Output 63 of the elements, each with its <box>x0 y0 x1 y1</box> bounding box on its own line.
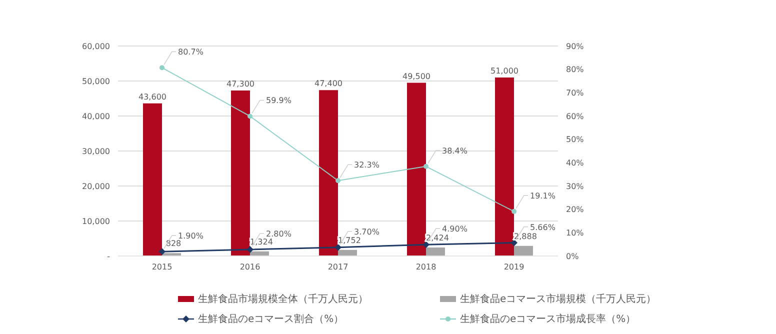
y2-tick-label: 90% <box>566 42 584 51</box>
y2-tick-label: 70% <box>566 88 584 98</box>
point <box>334 244 342 251</box>
legend-label: 生鮮食品市場規模全体（千万人民元） <box>198 292 368 306</box>
point <box>248 114 252 119</box>
y-tick-label: 60,000 <box>82 42 110 51</box>
bar <box>319 90 338 256</box>
data-label: 2,424 <box>426 234 449 243</box>
data-label: 3.70% <box>354 227 380 236</box>
data-label: 1,752 <box>338 236 361 245</box>
y-tick-label: - <box>107 252 110 261</box>
y-tick-label: 20,000 <box>82 182 110 191</box>
point <box>512 208 516 214</box>
point <box>424 164 428 169</box>
y2-tick-label: 10% <box>566 228 584 238</box>
data-label: 4.90% <box>442 224 468 234</box>
bar <box>514 246 533 256</box>
x-tick-label: 2018 <box>416 262 436 272</box>
y-tick-label: 30,000 <box>82 146 110 156</box>
data-label: 43,600 <box>138 92 166 102</box>
point <box>158 248 166 256</box>
y2-tick-label: 50% <box>566 135 584 144</box>
bar <box>426 248 445 256</box>
y-tick-label: 40,000 <box>82 112 110 121</box>
legend-label: 生鮮食品のeコマース市場成長率（%） <box>460 312 636 326</box>
data-label: 49,500 <box>402 72 430 81</box>
data-label: 59.9% <box>266 96 292 106</box>
bar <box>407 82 426 256</box>
point <box>422 241 430 248</box>
y2-tick-label: 0% <box>566 252 580 261</box>
legend-label: 生鮮食品のeコマース割合（%） <box>198 312 344 326</box>
x-tick-label: 2017 <box>328 262 348 272</box>
data-label: 47,400 <box>314 79 342 88</box>
data-label: 38.4% <box>442 146 468 156</box>
y-tick-label: 10,000 <box>82 216 110 226</box>
y2-tick-label: 80% <box>566 65 584 74</box>
data-label: 2,888 <box>514 232 537 241</box>
point <box>160 65 164 70</box>
data-label: 5.66% <box>530 222 556 232</box>
data-label: 51,000 <box>490 66 518 76</box>
x-tick-label: 2019 <box>504 262 524 272</box>
point <box>336 178 340 184</box>
y2-tick-label: 40% <box>566 158 584 168</box>
data-label: 19.1% <box>530 191 556 200</box>
bar <box>143 103 162 256</box>
bar <box>231 90 250 256</box>
data-label: 1,324 <box>250 237 273 246</box>
y2-tick-label: 60% <box>566 112 584 121</box>
data-label: 1.90% <box>178 232 204 241</box>
x-tick-label: 2016 <box>240 262 260 272</box>
data-label: 828 <box>166 239 182 248</box>
y2-tick-label: 20% <box>566 205 584 214</box>
point <box>246 246 254 253</box>
y-tick-label: 50,000 <box>82 76 110 86</box>
bar <box>495 78 514 256</box>
data-label: 80.7% <box>178 48 204 57</box>
point <box>510 239 518 246</box>
legend-label: 生鮮食品eコマース市場規模（千万人民元） <box>460 292 656 306</box>
data-label: 47,300 <box>226 79 254 88</box>
x-tick-label: 2015 <box>152 262 172 272</box>
data-label: 32.3% <box>354 160 380 170</box>
y2-tick-label: 30% <box>566 182 584 191</box>
data-label: 2.80% <box>266 229 292 238</box>
